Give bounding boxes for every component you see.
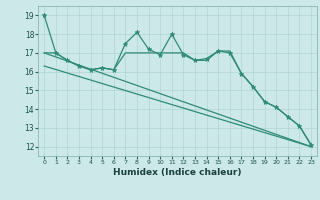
X-axis label: Humidex (Indice chaleur): Humidex (Indice chaleur) [113, 168, 242, 177]
